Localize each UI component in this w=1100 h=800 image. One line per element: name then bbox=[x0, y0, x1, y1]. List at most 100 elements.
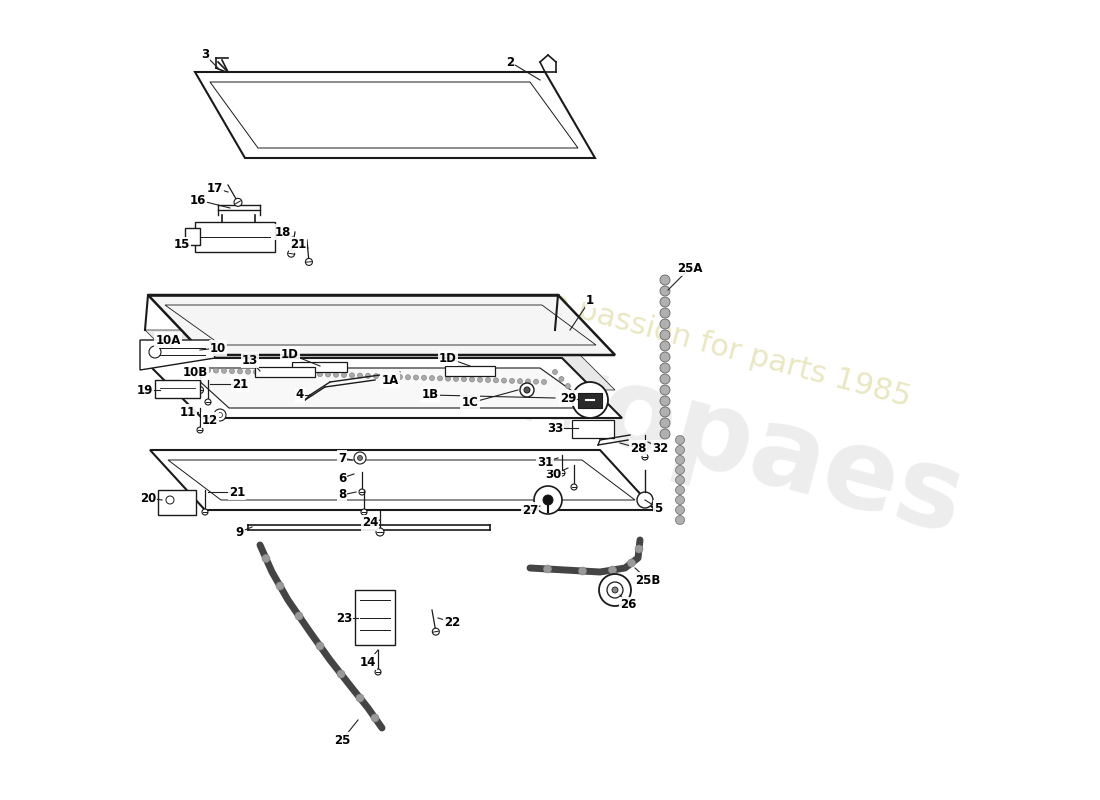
Circle shape bbox=[675, 486, 684, 494]
Circle shape bbox=[660, 308, 670, 318]
Circle shape bbox=[675, 435, 684, 445]
Circle shape bbox=[572, 382, 608, 418]
Circle shape bbox=[675, 475, 684, 485]
Text: 26: 26 bbox=[619, 598, 636, 611]
Text: 23: 23 bbox=[336, 611, 352, 625]
Circle shape bbox=[397, 374, 403, 379]
Polygon shape bbox=[148, 295, 615, 355]
Polygon shape bbox=[155, 380, 200, 398]
Circle shape bbox=[571, 484, 578, 490]
Text: 3: 3 bbox=[201, 49, 209, 62]
Circle shape bbox=[635, 545, 643, 553]
Circle shape bbox=[270, 370, 275, 375]
Text: 15: 15 bbox=[174, 238, 190, 251]
Text: 20: 20 bbox=[140, 491, 156, 505]
Circle shape bbox=[286, 370, 290, 375]
Circle shape bbox=[462, 377, 466, 382]
Circle shape bbox=[309, 371, 315, 376]
Circle shape bbox=[660, 429, 670, 439]
Circle shape bbox=[333, 372, 339, 378]
Circle shape bbox=[306, 258, 312, 266]
Text: 19: 19 bbox=[136, 383, 153, 397]
Circle shape bbox=[294, 371, 298, 376]
Circle shape bbox=[166, 496, 174, 504]
Circle shape bbox=[354, 452, 366, 464]
Circle shape bbox=[637, 492, 653, 508]
Circle shape bbox=[371, 714, 380, 722]
Circle shape bbox=[660, 330, 670, 340]
Circle shape bbox=[414, 375, 418, 380]
Circle shape bbox=[350, 373, 354, 378]
Circle shape bbox=[205, 399, 211, 405]
Polygon shape bbox=[168, 460, 635, 500]
Circle shape bbox=[600, 574, 631, 606]
Circle shape bbox=[358, 373, 363, 378]
Text: 10B: 10B bbox=[183, 366, 208, 378]
Circle shape bbox=[213, 368, 219, 373]
Circle shape bbox=[585, 405, 590, 410]
Circle shape bbox=[642, 454, 648, 460]
Circle shape bbox=[675, 466, 684, 474]
Circle shape bbox=[301, 371, 307, 376]
Circle shape bbox=[477, 378, 483, 382]
Circle shape bbox=[660, 319, 670, 329]
Text: 1D: 1D bbox=[439, 351, 456, 365]
Text: 5: 5 bbox=[653, 502, 662, 514]
Circle shape bbox=[382, 374, 386, 379]
Polygon shape bbox=[140, 340, 214, 370]
Polygon shape bbox=[142, 358, 621, 418]
Circle shape bbox=[238, 369, 242, 374]
Circle shape bbox=[675, 515, 684, 525]
Circle shape bbox=[206, 368, 210, 373]
Circle shape bbox=[262, 370, 266, 374]
Circle shape bbox=[361, 509, 367, 515]
Polygon shape bbox=[185, 228, 200, 245]
Text: 2: 2 bbox=[506, 55, 514, 69]
Text: 1D: 1D bbox=[282, 347, 299, 361]
Text: 10: 10 bbox=[210, 342, 227, 354]
Circle shape bbox=[295, 612, 302, 620]
Circle shape bbox=[316, 642, 324, 650]
Circle shape bbox=[359, 489, 365, 495]
Circle shape bbox=[534, 486, 562, 514]
Text: 30: 30 bbox=[544, 469, 561, 482]
Text: 32: 32 bbox=[652, 442, 668, 454]
Polygon shape bbox=[210, 82, 578, 148]
Text: 17: 17 bbox=[207, 182, 223, 194]
Circle shape bbox=[356, 694, 364, 702]
Circle shape bbox=[543, 495, 553, 505]
Text: 28: 28 bbox=[630, 442, 646, 454]
Text: 10A: 10A bbox=[155, 334, 180, 346]
Circle shape bbox=[218, 413, 222, 418]
Polygon shape bbox=[185, 368, 596, 408]
Circle shape bbox=[660, 407, 670, 417]
Text: 1C: 1C bbox=[462, 397, 478, 410]
Text: 4: 4 bbox=[296, 389, 304, 402]
Circle shape bbox=[197, 427, 204, 433]
Circle shape bbox=[277, 370, 283, 375]
Circle shape bbox=[202, 509, 208, 515]
Bar bbox=[255, 367, 315, 377]
Circle shape bbox=[198, 367, 202, 373]
Circle shape bbox=[660, 286, 670, 296]
Polygon shape bbox=[165, 305, 596, 345]
Circle shape bbox=[660, 418, 670, 428]
Circle shape bbox=[262, 554, 270, 562]
Circle shape bbox=[221, 368, 227, 374]
Text: 9: 9 bbox=[235, 526, 244, 538]
Polygon shape bbox=[195, 222, 275, 252]
Bar bbox=[158, 490, 196, 515]
Circle shape bbox=[660, 385, 670, 395]
Circle shape bbox=[675, 495, 684, 505]
Circle shape bbox=[253, 370, 258, 374]
Text: 21: 21 bbox=[229, 486, 245, 498]
Circle shape bbox=[660, 396, 670, 406]
Circle shape bbox=[318, 372, 322, 377]
Circle shape bbox=[376, 528, 384, 536]
Circle shape bbox=[660, 341, 670, 351]
Circle shape bbox=[429, 375, 434, 381]
Text: 1: 1 bbox=[586, 294, 594, 306]
Circle shape bbox=[509, 378, 515, 383]
Circle shape bbox=[446, 376, 451, 381]
Polygon shape bbox=[195, 72, 595, 158]
